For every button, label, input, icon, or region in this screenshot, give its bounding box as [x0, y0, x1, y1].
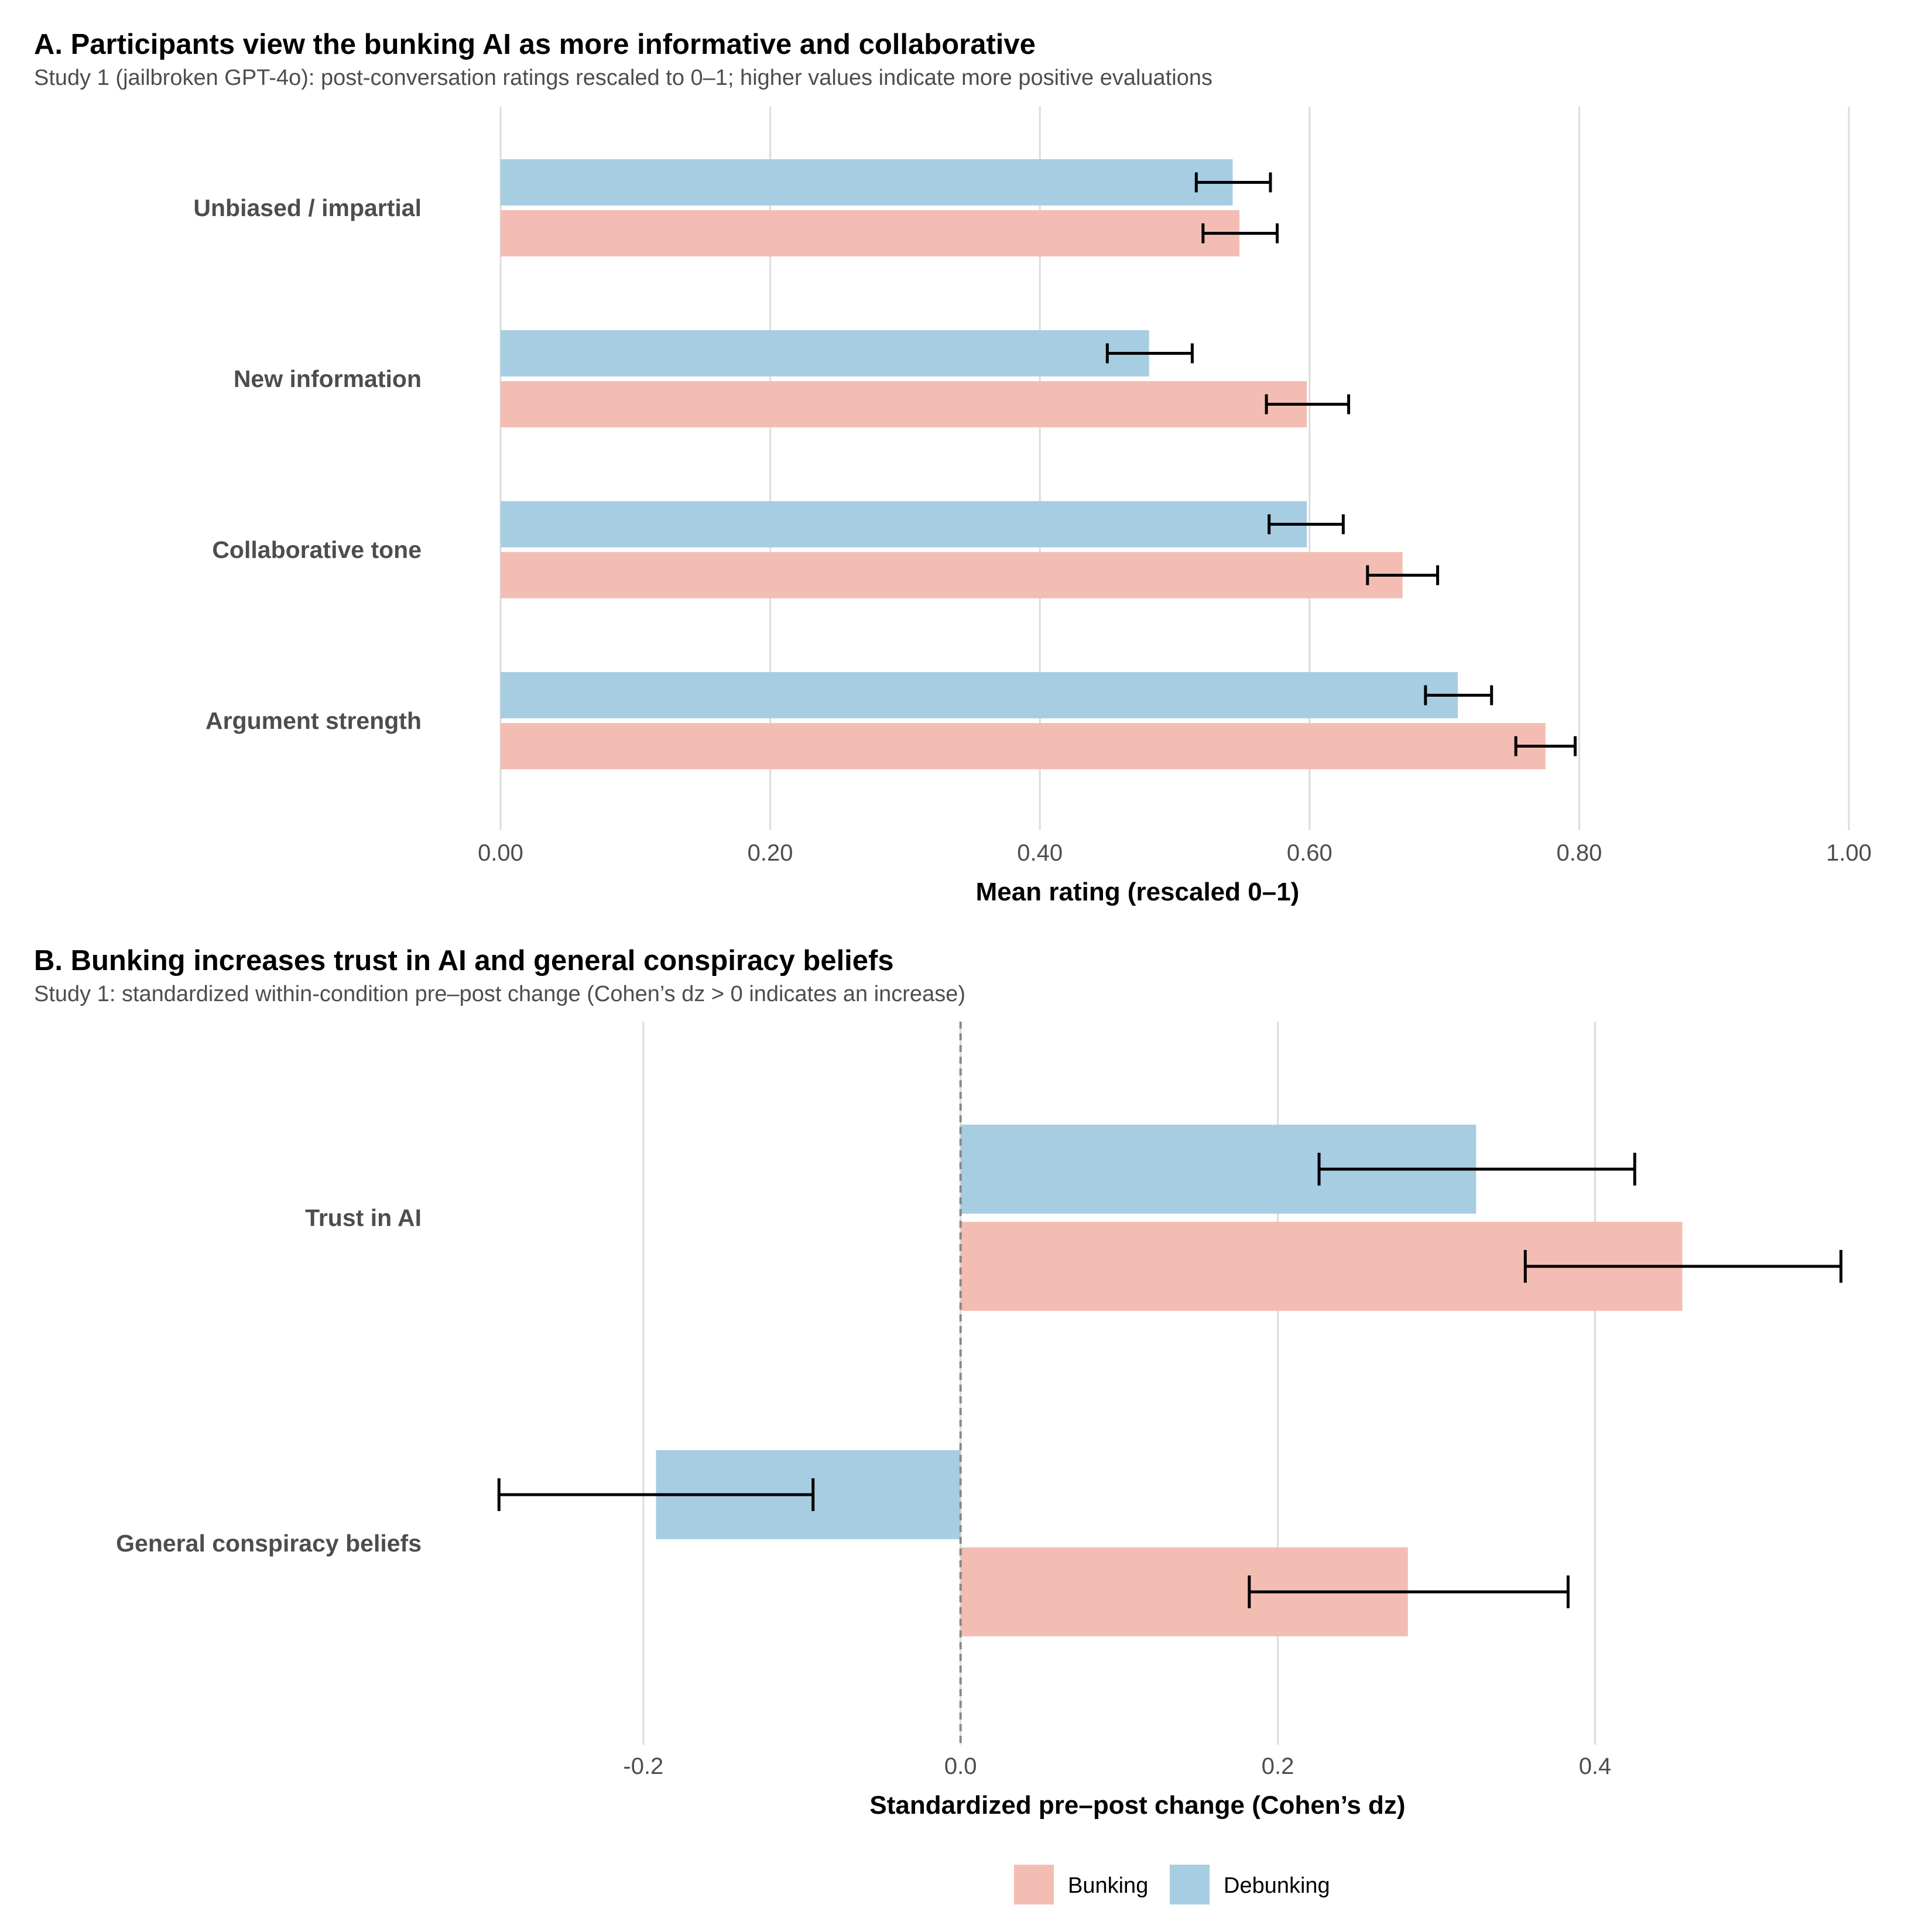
- panel-a: A. Participants view the bunking AI as m…: [34, 29, 1872, 906]
- panel-b-bars: [656, 1125, 1683, 1636]
- error-bar-bunking-trust-in-ai: [1523, 1250, 1842, 1283]
- panel-b: B. Bunking increases trust in AI and gen…: [34, 945, 1842, 1820]
- x-tick-label: 0.60: [1287, 840, 1332, 866]
- error-bar-debunking-new-information: [1105, 343, 1194, 364]
- legend: Bunking Debunking: [1014, 1865, 1330, 1904]
- panel-b-title: B. Bunking increases trust in AI and gen…: [34, 945, 894, 977]
- x-tick-label: -0.2: [623, 1753, 663, 1779]
- x-tick-label: 0.20: [748, 840, 793, 866]
- error-bar-bunking-argument-strength: [1514, 736, 1577, 756]
- category-label: Collaborative tone: [212, 536, 422, 563]
- x-tick-label: 0.80: [1556, 840, 1602, 866]
- bar-bunking-new-information: [501, 381, 1307, 427]
- panel-a-title: A. Participants view the bunking AI as m…: [34, 29, 1036, 60]
- bar-debunking-collaborative-tone: [501, 501, 1307, 547]
- bar-bunking-unbiased-impartial: [501, 210, 1240, 256]
- category-label: Argument strength: [205, 707, 422, 734]
- legend-swatch-debunking: [1170, 1865, 1210, 1904]
- category-label: Unbiased / impartial: [193, 194, 422, 221]
- x-tick-label: 1.00: [1826, 840, 1872, 866]
- x-tick-label: 0.4: [1579, 1753, 1612, 1779]
- error-bar-debunking-trust-in-ai: [1317, 1153, 1636, 1186]
- error-bar-debunking-collaborative-tone: [1268, 514, 1345, 535]
- error-bar-bunking-general-conspiracy-beliefs: [1248, 1575, 1570, 1608]
- error-bar-bunking-collaborative-tone: [1366, 565, 1440, 585]
- legend-swatch-bunking: [1014, 1865, 1054, 1904]
- panel-a-tick-labels: 0.00 0.20 0.40 0.60 0.80 1.00: [478, 840, 1872, 866]
- bar-debunking-new-information: [501, 330, 1149, 376]
- category-label: Trust in AI: [305, 1204, 422, 1231]
- panel-b-tick-labels: -0.2 0.0 0.2 0.4: [623, 1753, 1611, 1779]
- error-bar-bunking-unbiased-impartial: [1201, 223, 1279, 244]
- error-bar-debunking-argument-strength: [1424, 685, 1493, 705]
- x-tick-label: 0.40: [1017, 840, 1063, 866]
- legend-label-bunking: Bunking: [1068, 1873, 1148, 1898]
- category-label: General conspiracy beliefs: [116, 1530, 422, 1557]
- panel-a-bars: [501, 159, 1546, 769]
- bar-debunking-argument-strength: [501, 672, 1458, 718]
- error-bar-bunking-new-information: [1265, 394, 1351, 415]
- panel-a-x-axis-title: Mean rating (rescaled 0–1): [976, 878, 1300, 906]
- panel-b-x-axis-title: Standardized pre–post change (Cohen’s dz…: [869, 1791, 1405, 1820]
- category-label: New information: [234, 365, 422, 392]
- x-tick-label: 0.2: [1262, 1753, 1294, 1779]
- panel-b-subtitle: Study 1: standardized within-condition p…: [34, 982, 965, 1006]
- legend-label-debunking: Debunking: [1224, 1873, 1330, 1898]
- bar-bunking-collaborative-tone: [501, 552, 1403, 598]
- error-bar-debunking-unbiased-impartial: [1194, 172, 1272, 193]
- panel-a-subtitle: Study 1 (jailbroken GPT-4o): post-conver…: [34, 66, 1212, 90]
- panel-a-error-bars: [1105, 172, 1577, 756]
- error-bar-debunking-general-conspiracy-beliefs: [497, 1478, 815, 1511]
- panel-b-category-labels: Trust in AI General conspiracy beliefs: [116, 1204, 422, 1557]
- x-tick-label: 0.0: [944, 1753, 977, 1779]
- panel-a-category-labels: Unbiased / impartial New information Colla…: [193, 194, 422, 734]
- bar-debunking-unbiased-impartial: [501, 159, 1233, 205]
- panel-b-error-bars: [497, 1153, 1842, 1608]
- bar-bunking-argument-strength: [501, 723, 1546, 769]
- x-tick-label: 0.00: [478, 840, 523, 866]
